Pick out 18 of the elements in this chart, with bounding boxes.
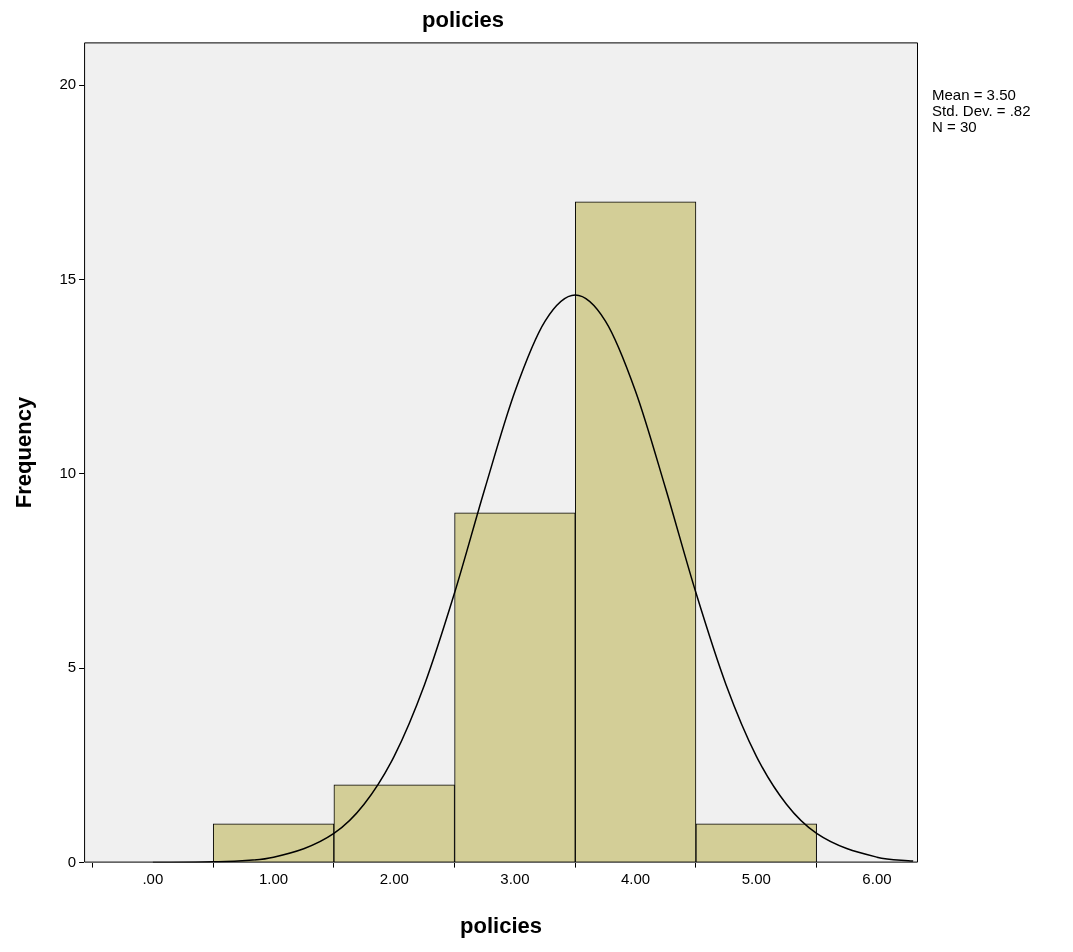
y-axis-title: Frequency: [11, 396, 37, 509]
chart-title: policies: [422, 7, 504, 33]
x-tick-label: .00: [142, 869, 164, 887]
x-tick-label: 3.00: [500, 869, 530, 887]
y-tick-label: 20: [59, 75, 77, 93]
y-tick-label: 15: [59, 269, 77, 287]
text: N = 30: [932, 118, 977, 136]
y-tick-label: 5: [67, 658, 77, 676]
y-tick-label: 0: [67, 852, 77, 870]
x-tick-label: 1.00: [258, 869, 289, 887]
x-tick-label: 6.00: [862, 869, 892, 887]
y-tick-label: 10: [59, 464, 77, 482]
text: Std. Dev. = .82: [932, 102, 1031, 120]
x-tick-label: 2.00: [379, 869, 409, 887]
text: Mean = 3.50: [932, 86, 1016, 104]
x-tick-label: 5.00: [741, 869, 771, 887]
x-axis-title: policies: [460, 912, 542, 938]
x-tick-label: 4.00: [621, 869, 651, 887]
